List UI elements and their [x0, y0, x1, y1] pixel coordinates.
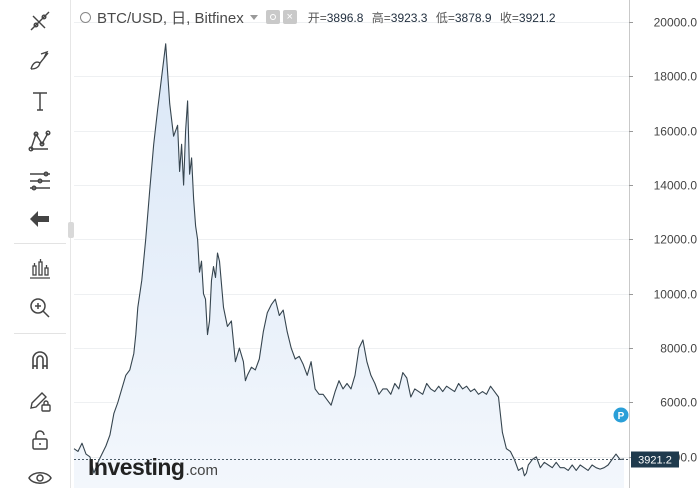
high-label: 高=: [371, 10, 391, 25]
pattern-icon[interactable]: [24, 126, 56, 156]
cross-lines-icon[interactable]: [24, 6, 56, 36]
symbol-legend: BTC/USD, 日, Bitfinex × 开=3896.8 高=3923.3…: [80, 6, 561, 28]
y-tick-label: 6000.0: [660, 396, 697, 410]
price-area: [74, 43, 624, 488]
y-tick-label: 8000.0: [660, 342, 697, 356]
back-arrow-icon[interactable]: [24, 204, 56, 234]
price-line: [73, 43, 625, 477]
y-tick-label: 10000.0: [654, 288, 698, 302]
brush-icon[interactable]: [24, 46, 56, 76]
zoom-in-icon[interactable]: [24, 293, 56, 323]
last-price-box: 3921.2: [631, 451, 679, 468]
logo-domain: .com: [185, 462, 218, 479]
y-tick-label: 18000.0: [654, 70, 698, 84]
low-value: 3878.9: [454, 10, 492, 25]
open-value: 3896.8: [326, 10, 364, 25]
y-tick-label: 20000.0: [654, 16, 698, 30]
price-marker-badge[interactable]: P: [613, 407, 629, 423]
pencil-lock-icon[interactable]: [24, 386, 56, 416]
price-marker-label: P: [618, 411, 625, 422]
price-axis: 4000.06000.08000.010000.012000.014000.01…: [629, 16, 697, 465]
toolbar-divider: [14, 333, 66, 334]
close-value: 3921.2: [518, 10, 556, 25]
investing-logo: Investing .com: [88, 454, 218, 484]
chevron-down-icon[interactable]: [249, 14, 258, 20]
settings-icon[interactable]: [265, 10, 280, 24]
toolbar-collapse-handle[interactable]: [68, 222, 74, 238]
logo-brand: Investing: [88, 454, 185, 480]
magnet-icon[interactable]: [24, 346, 56, 376]
high-value: 3923.3: [390, 10, 428, 25]
low-label: 低=: [435, 10, 455, 25]
y-tick-label: 14000.0: [654, 179, 698, 193]
unlock-icon[interactable]: [24, 425, 56, 455]
status-circle-icon: [80, 11, 91, 23]
text-icon[interactable]: [24, 86, 56, 116]
fib-icon[interactable]: [24, 166, 56, 196]
last-price-label: 3921.2: [638, 455, 672, 467]
drawing-toolbar: [0, 0, 71, 488]
ohlc-values: 开=3896.8 高=3923.3 低=3878.9 收=3921.2: [308, 9, 561, 26]
toolbar-divider: [14, 243, 66, 244]
y-tick-label: 12000.0: [654, 233, 698, 247]
y-tick-label: 16000.0: [654, 125, 698, 139]
symbol-title[interactable]: BTC/USD, 日, Bitfinex: [97, 9, 244, 27]
open-label: 开=: [307, 10, 327, 25]
indicator-icon[interactable]: [24, 254, 56, 284]
close-icon[interactable]: ×: [282, 10, 297, 24]
close-label: 收=: [499, 10, 519, 25]
eye-icon[interactable]: [24, 463, 56, 493]
